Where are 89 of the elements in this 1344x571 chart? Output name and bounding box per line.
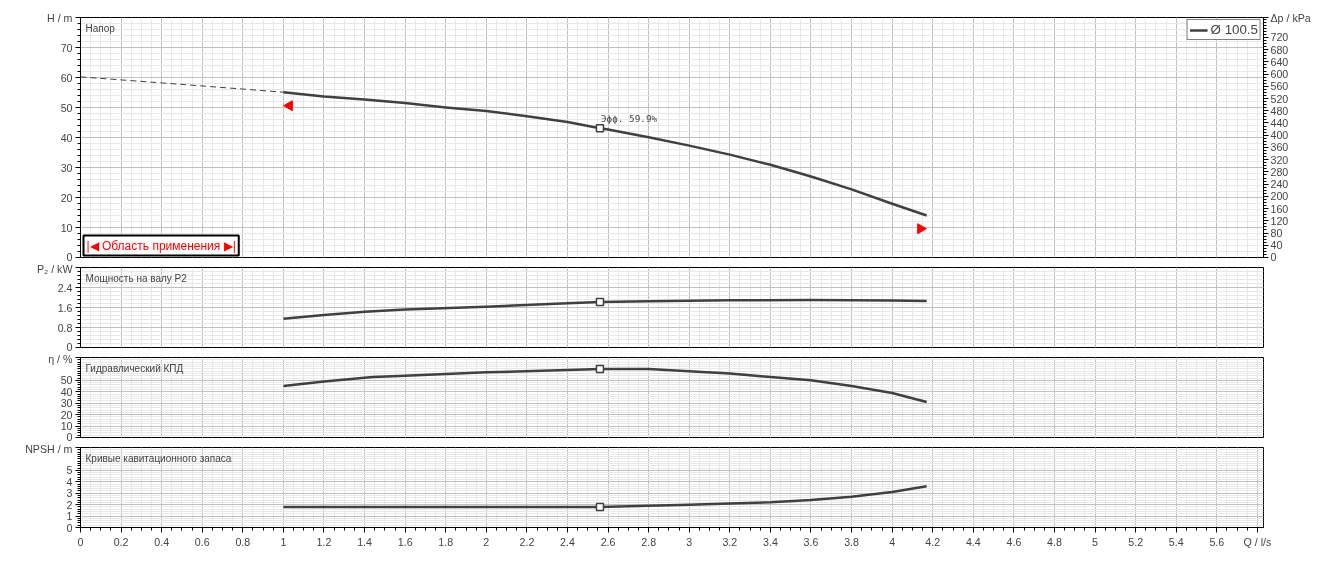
y-tick-label: 40: [60, 385, 73, 398]
text: Напор: [85, 22, 116, 34]
line-series: [282, 298, 928, 320]
y2-axis-title: Δp / kPa: [1270, 11, 1311, 24]
y2-tick-label: 720: [1270, 31, 1289, 44]
y-tick-label: 10: [60, 420, 73, 433]
y2-tick-label: 360: [1270, 141, 1289, 154]
x-tick-label: 2.4: [560, 535, 575, 548]
x-tick-label: 5.6: [1209, 535, 1225, 548]
y-tick-label: 5: [66, 464, 73, 477]
y-tick-label: 0: [66, 521, 73, 534]
y2-tick-label: 480: [1270, 104, 1289, 117]
x-tick-label: 1.4: [357, 535, 373, 548]
y-tick-label: 1: [66, 510, 73, 523]
x-tick-label: 0: [77, 535, 84, 548]
y2-tick-label: 520: [1270, 92, 1289, 105]
x-tick-label: 4.2: [925, 535, 941, 548]
y2-tick-label: 320: [1270, 153, 1289, 166]
x-tick-label: 3.8: [844, 535, 860, 548]
x-tick-label: 5.4: [1168, 535, 1184, 548]
y-tick-label: 4: [66, 475, 73, 488]
x-tick-label: 1.6: [397, 535, 413, 548]
x-tick-label: 3.2: [722, 535, 738, 548]
y-tick-label: 70: [60, 41, 73, 54]
y2-tick-label: 280: [1270, 165, 1289, 178]
y2-tick-label: 240: [1270, 178, 1289, 191]
y-tick-label: 0: [66, 430, 73, 443]
chart-title: Гидравлический КПД: [85, 362, 184, 374]
y-tick-label: 0: [66, 250, 73, 263]
y2-tick-label: 0: [1270, 250, 1277, 263]
annotation: |◀ Область применения ▶|: [86, 238, 236, 253]
y-tick-label: 2: [66, 498, 73, 511]
x-tick-label: 2.2: [519, 535, 535, 548]
x-tick-label: 2.6: [600, 535, 616, 548]
y2-tick-label: 640: [1270, 55, 1289, 68]
x-tick-label: 3.4: [763, 535, 778, 548]
y-tick-label: 50: [60, 374, 73, 387]
x-tick-label: 1.8: [438, 535, 454, 548]
y-tick-label: 30: [60, 397, 73, 410]
y2-tick-label: 560: [1270, 80, 1289, 93]
y-tick-label: 0.8: [57, 321, 73, 334]
y2-tick-label: 600: [1270, 68, 1289, 81]
x-tick-label: 4.4: [965, 535, 981, 548]
text: Мощность на валу P2: [85, 272, 188, 284]
point: [595, 123, 605, 133]
y-tick-label: 40: [60, 131, 73, 144]
y-tick-label: 10: [60, 221, 73, 234]
y-tick-label: 0: [66, 340, 73, 353]
y-tick-label: 3: [66, 487, 73, 500]
x-tick-label: 0.4: [154, 535, 170, 548]
point: [917, 223, 927, 235]
y2-tick-label: 160: [1270, 202, 1289, 215]
y-tick-label: 1.6: [57, 301, 73, 314]
y-axis-title: H / m: [47, 11, 73, 24]
x-tick-label: Q / l/s: [1243, 535, 1272, 548]
y-tick-label: 50: [60, 101, 73, 114]
y2-tick-label: 200: [1270, 190, 1289, 203]
y2-tick-label: 40: [1270, 239, 1283, 252]
y2-tick-label: 120: [1270, 214, 1289, 227]
x-tick-label: 3: [686, 535, 693, 548]
y-axis-title: NPSH / m: [25, 442, 73, 455]
x-tick-label: 4.6: [1006, 535, 1022, 548]
x-tick-label: 5.2: [1128, 535, 1144, 548]
text: Кривые кавитационного запаса: [85, 452, 232, 464]
legend-label: Ø 100.5: [1210, 22, 1258, 37]
y-tick-label: 60: [60, 71, 73, 84]
y-tick-label: 2.4: [57, 281, 73, 294]
x-tick-label: 1: [280, 535, 287, 548]
x-tick-label: 1.2: [316, 535, 332, 548]
x-tick-label: 0.8: [235, 535, 251, 548]
x-tick-label: 4.8: [1047, 535, 1062, 548]
y-tick-label: 20: [60, 408, 73, 421]
y-axis-title: η / %: [48, 352, 74, 365]
x-tick-label: 0.2: [113, 535, 129, 548]
x-tick-label: 2.8: [641, 535, 657, 548]
y2-tick-label: 400: [1270, 129, 1289, 142]
x-tick-label: 3.6: [803, 535, 819, 548]
y-tick-label: 20: [60, 191, 73, 204]
y2-tick-label: 80: [1270, 227, 1283, 240]
y-axis-title: P₂ / kW: [36, 262, 74, 275]
point: [283, 100, 293, 112]
x-tick-label: 0.6: [194, 535, 210, 548]
x-tick-label: 5: [1092, 535, 1099, 548]
x-tick-label: 2: [483, 535, 490, 548]
y2-tick-label: 680: [1270, 43, 1289, 56]
y-tick-label: 30: [60, 161, 73, 174]
x-tick-label: 4: [889, 535, 896, 548]
annotation: Эфф. 59.9%: [600, 113, 658, 125]
y2-tick-label: 440: [1270, 116, 1289, 129]
